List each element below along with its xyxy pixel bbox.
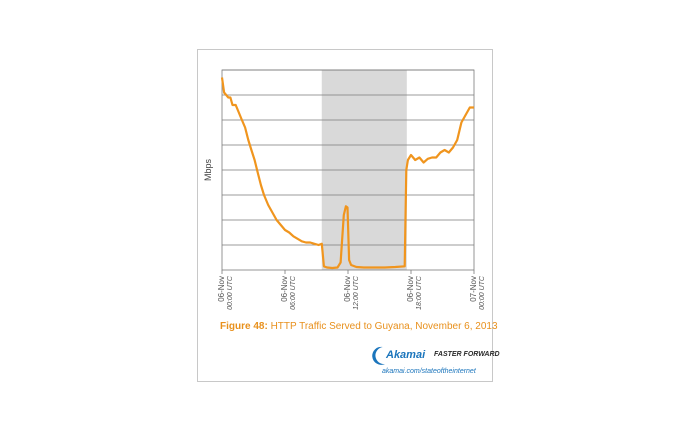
logo-wordmark: Akamai (386, 349, 426, 361)
figure-title: HTTP Traffic Served to Guyana, November … (267, 321, 498, 332)
x-tick-sublabel: 00:00 UTC (479, 275, 486, 310)
x-tick-sublabel: 12:00 UTC (353, 275, 360, 310)
x-tick-label: 06-Nov (343, 276, 352, 302)
figure-number: Figure 48: (220, 321, 268, 332)
x-tick-label: 06-Nov (280, 276, 289, 302)
akamai-swoosh-icon (372, 346, 385, 365)
series-line (220, 77, 474, 270)
x-tick-label: 06-Nov (406, 276, 415, 302)
x-tick-label: 07-Nov (469, 276, 478, 302)
akamai-logo: Akamai FASTER FORWARD (368, 345, 500, 367)
x-tick-label: 06-Nov (217, 276, 226, 302)
logo-tagline: FASTER FORWARD (434, 351, 500, 358)
akamai-url-link[interactable]: akamai.com/stateoftheinternet (382, 368, 476, 375)
plot-area (220, 69, 475, 271)
figure-caption: Figure 48: HTTP Traffic Served to Guyana… (220, 321, 498, 332)
x-tick-sublabel: 06:00 UTC (290, 275, 297, 310)
x-tick-sublabel: 18:00 UTC (416, 275, 423, 310)
y-axis-label: Mbps (203, 159, 213, 182)
x-tick-sublabel: 00:00 UTC (227, 275, 234, 310)
x-axis-ticks: 06-Nov 00:00 UTC 06-Nov 06:00 UTC 06-Nov 12:0… (217, 270, 486, 310)
